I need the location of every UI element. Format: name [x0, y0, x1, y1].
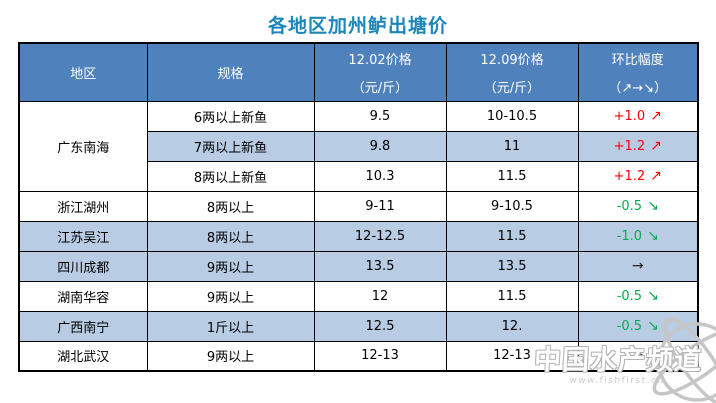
- price2-cell: 13.5: [445, 250, 579, 282]
- trend-down-icon: ↘: [647, 228, 659, 244]
- spec-cell: 8两以上: [146, 190, 315, 222]
- change-cell: -0.5 ↘: [577, 190, 699, 222]
- trend-up-icon: ↗: [650, 108, 662, 124]
- change-cell: -0.5 ↘: [577, 280, 699, 312]
- region-cell: 四川成都: [18, 250, 148, 282]
- region-cell: 江苏吴江: [18, 220, 148, 252]
- region-cell: 浙江湖州: [18, 190, 148, 222]
- header-line1: 规格: [217, 66, 244, 82]
- header-line1: 12.02价格: [348, 52, 412, 68]
- table-row: 湖北武汉 9两以上 12-13 12-13 →: [18, 340, 699, 372]
- table-row: 广东南海 6两以上新鱼 9.5 10-10.5 +1.0 ↗: [18, 100, 699, 192]
- table-row: 浙江湖州 8两以上 9-11 9-10.5 -0.5 ↘: [18, 190, 699, 222]
- change-value: -0.5: [616, 199, 643, 214]
- trend-flat-icon: →: [631, 258, 644, 274]
- trend-down-icon: ↘: [647, 198, 659, 214]
- trend-up-icon: ↗: [650, 168, 662, 184]
- trend-down-icon: ↘: [647, 318, 659, 334]
- table-row: 8两以上新鱼 10.3 11.5 +1.2 ↗: [19, 160, 699, 192]
- header-line2: （↗→↘）: [608, 80, 668, 96]
- change-value: -0.5: [616, 289, 643, 304]
- header-row: 地区 规格 12.02价格 （元/斤） 12.09价格 （元/斤） 环比幅度 （…: [18, 42, 699, 102]
- region-cell: 广西南宁: [18, 310, 148, 342]
- change-cell: +1.2 ↗: [577, 160, 699, 192]
- spec-cell: 9两以上: [146, 280, 315, 312]
- table-row: 四川成都 9两以上 13.5 13.5 →: [18, 250, 699, 282]
- trend-up-icon: ↗: [650, 138, 662, 154]
- change-cell: →: [577, 250, 699, 282]
- price1-cell: 13.5: [313, 250, 447, 282]
- spec-cell: 7两以上新鱼: [146, 130, 315, 162]
- price-table: 地区 规格 12.02价格 （元/斤） 12.09价格 （元/斤） 环比幅度 （…: [18, 42, 699, 372]
- change-value: -1.0: [616, 229, 643, 244]
- spec-cell: 8两以上新鱼: [146, 160, 315, 192]
- change-cell: +1.2 ↗: [577, 130, 699, 162]
- spec-cell: 1斤以上: [146, 310, 315, 342]
- price1-cell: 9.8: [313, 130, 447, 162]
- change-value: +1.0: [613, 109, 646, 124]
- page-title: 各地区加州鲈出塘价: [267, 15, 448, 37]
- change-cell: -1.0 ↘: [577, 220, 699, 252]
- header-line1: 环比幅度: [611, 52, 664, 68]
- spec-cell: 8两以上: [146, 220, 315, 252]
- watermark-url: www.fishfirst.cn: [569, 376, 665, 386]
- col-header-price-1202: 12.02价格 （元/斤）: [313, 42, 447, 102]
- spec-cell: 9两以上: [146, 250, 315, 282]
- price2-cell: 11: [445, 130, 579, 162]
- price2-cell: 11.5: [445, 280, 579, 312]
- change-cell: →: [577, 340, 699, 372]
- spec-cell: 6两以上新鱼: [146, 100, 315, 132]
- price1-cell: 9-11: [313, 190, 447, 222]
- table-row: 广西南宁 1斤以上 12.5 12. -0.5 ↘: [18, 310, 699, 342]
- table-row: 7两以上新鱼 9.8 11 +1.2 ↗: [19, 130, 699, 162]
- price2-cell: 12-13: [445, 340, 579, 372]
- header-line2: （元/斤）: [483, 80, 541, 96]
- trend-flat-icon: →: [631, 347, 644, 364]
- col-header-spec: 规格: [146, 42, 315, 102]
- price1-cell: 12.5: [313, 310, 447, 342]
- price2-cell: 12.: [445, 310, 579, 342]
- change-value: +1.2: [613, 139, 646, 154]
- change-cell: -0.5 ↘: [577, 310, 699, 342]
- price1-cell: 12: [313, 280, 447, 312]
- col-header-price-1209: 12.09价格 （元/斤）: [445, 42, 579, 102]
- price2-cell: 11.5: [445, 160, 579, 192]
- change-value: +1.2: [613, 169, 646, 184]
- price1-cell: 12-13: [313, 340, 447, 372]
- col-header-region: 地区: [18, 42, 148, 102]
- region-cell: 湖北武汉: [18, 340, 148, 372]
- change-cell: +1.0 ↗: [577, 100, 699, 132]
- region-cell: 广东南海: [18, 100, 148, 192]
- price2-cell: 11.5: [445, 220, 579, 252]
- price2-cell: 9-10.5: [445, 190, 579, 222]
- region-cell: 湖南华容: [18, 280, 148, 312]
- price1-cell: 10.3: [313, 160, 447, 192]
- header-line1: 12.09价格: [480, 52, 544, 68]
- price1-cell: 12-12.5: [313, 220, 447, 252]
- header-line2: （元/斤）: [351, 80, 409, 96]
- table-row: 江苏吴江 8两以上 12-12.5 11.5 -1.0 ↘: [18, 220, 699, 252]
- price1-cell: 9.5: [313, 100, 447, 132]
- header-line1: 地区: [70, 66, 97, 82]
- table-row: 湖南华容 9两以上 12 11.5 -0.5 ↘: [18, 280, 699, 312]
- col-header-change: 环比幅度 （↗→↘）: [577, 42, 699, 102]
- trend-down-icon: ↘: [647, 288, 659, 304]
- change-value: -0.5: [616, 319, 643, 334]
- price2-cell: 10-10.5: [445, 100, 579, 132]
- spec-cell: 9两以上: [146, 340, 315, 372]
